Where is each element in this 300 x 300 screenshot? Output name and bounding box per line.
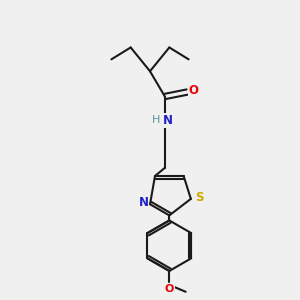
Text: N: N [163, 114, 173, 127]
Text: O: O [165, 284, 174, 294]
Text: O: O [189, 84, 199, 97]
Text: H: H [152, 115, 161, 125]
Text: N: N [139, 196, 148, 209]
Text: S: S [195, 191, 203, 204]
